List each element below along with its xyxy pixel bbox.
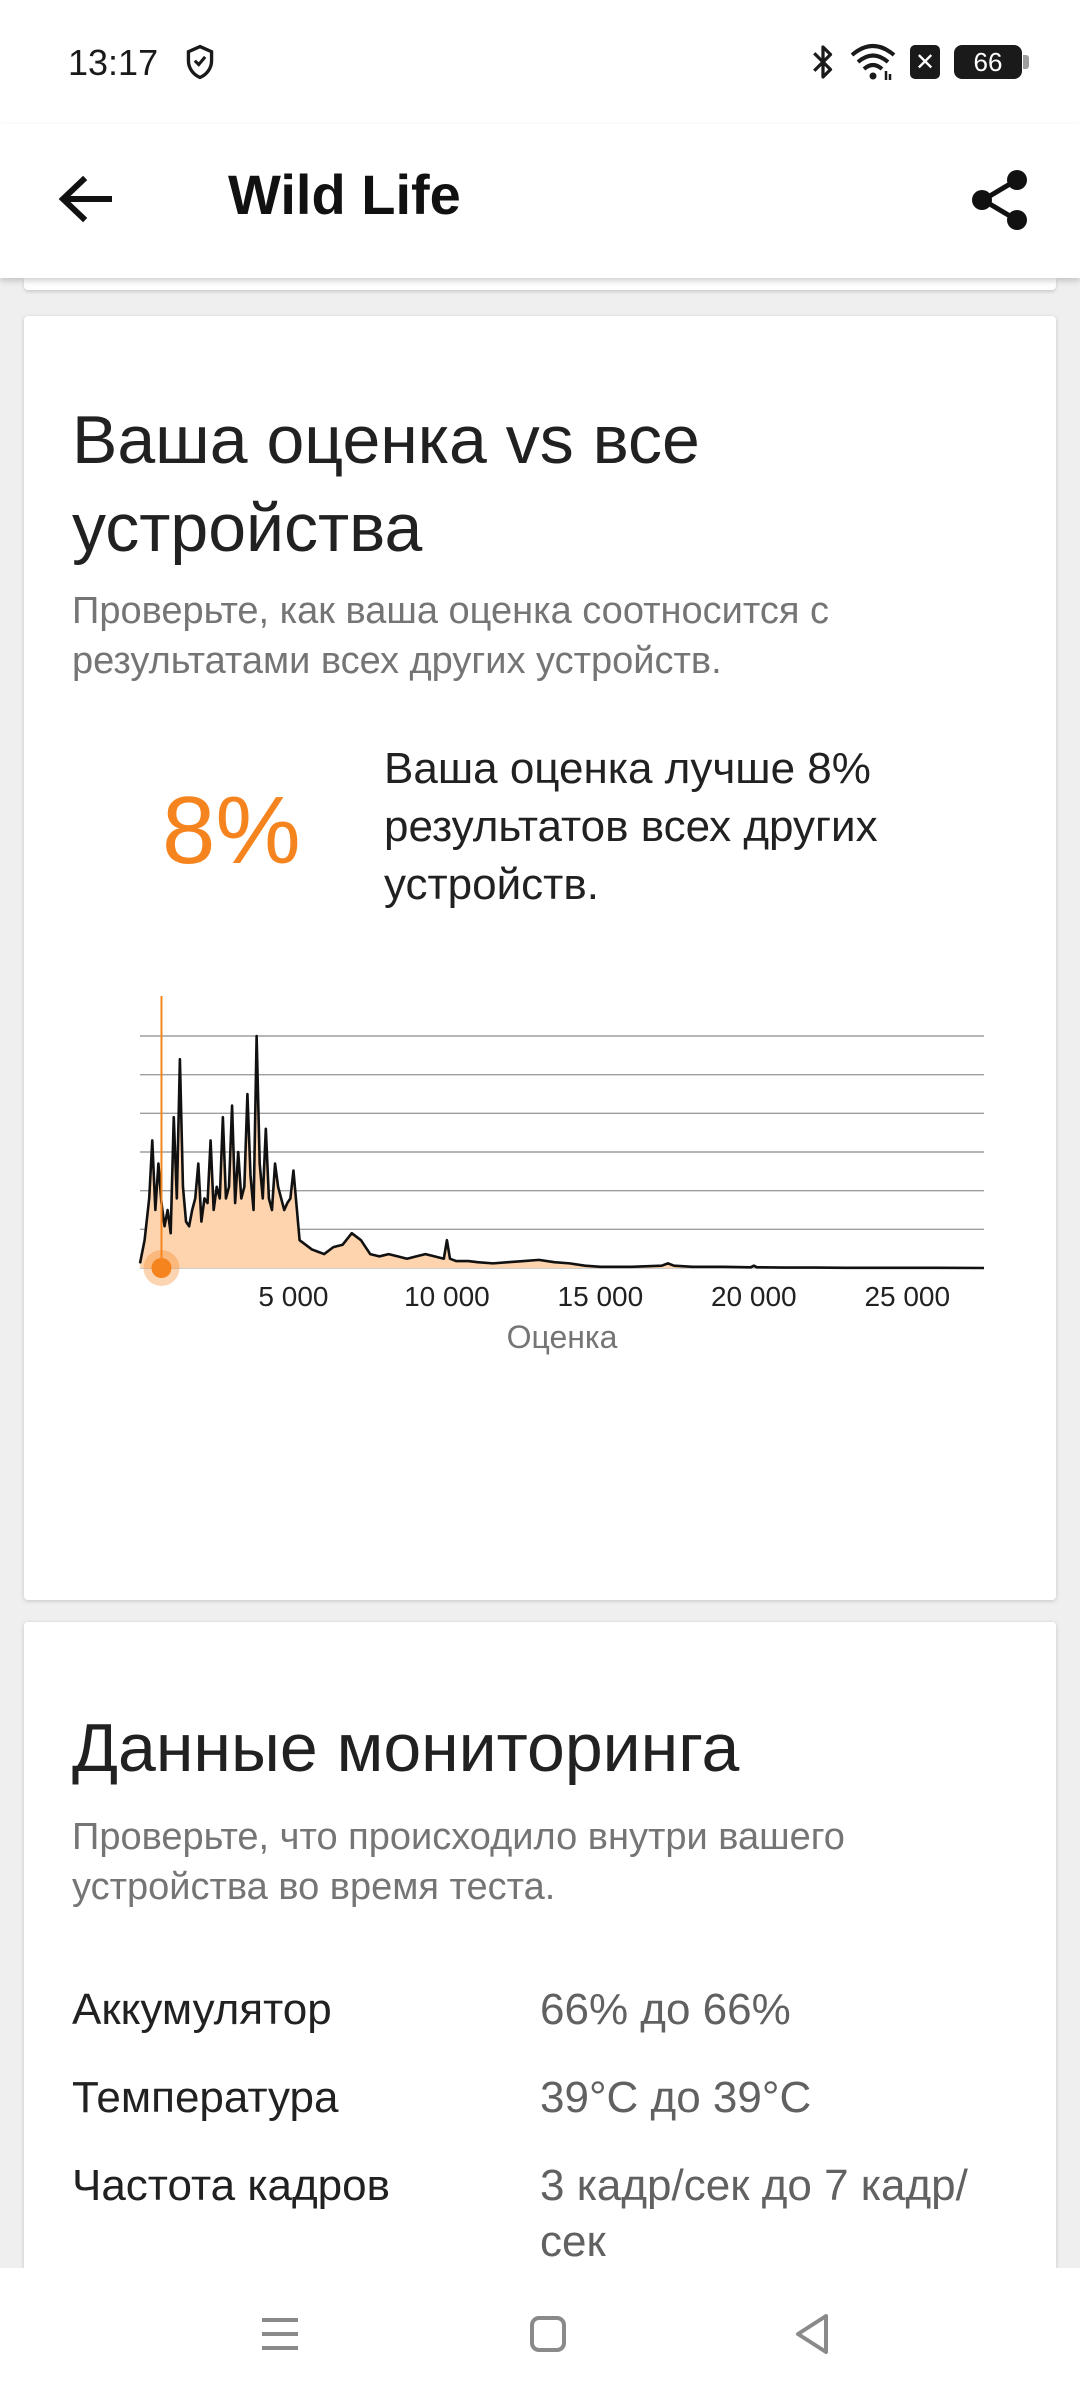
system-nav-bar — [0, 2268, 1080, 2400]
page-title: Wild Life — [228, 163, 461, 226]
percentile-value: 8% — [162, 777, 301, 884]
share-button[interactable] — [964, 164, 1036, 236]
score-distribution-chart: 5 000 10 000 15 000 20 000 25 000 Оценка — [138, 996, 985, 1355]
chart-line-series — [138, 1034, 985, 1270]
menu-icon — [262, 2318, 298, 2350]
battery-level: 66 — [973, 46, 1003, 77]
battery-icon: 66 — [954, 45, 1029, 79]
monitoring-subtitle: Проверьте, что происходило внутри вашего… — [72, 1816, 845, 1908]
percentile-description: Ваша оценка лучше 8% результатов всех др… — [384, 744, 878, 909]
monitoring-title: Данные мониторинга — [72, 1710, 740, 1786]
chart-x-tick-label: 25 000 — [864, 1281, 950, 1312]
comparison-title: Ваша оценка vs все устройства — [72, 402, 700, 566]
arrow-left-icon — [58, 175, 112, 223]
monitoring-label: Частота кадров — [72, 2161, 390, 2210]
chart-x-tick-label: 20 000 — [711, 1281, 797, 1312]
comparison-subtitle: Проверьте, как ваша оценка соотносится с… — [72, 590, 829, 682]
status-icons: ✕ 66 — [810, 40, 1029, 84]
chart-area-series — [140, 1036, 984, 1268]
monitoring-value: 3 кадр/сек до 7 кадр/сек — [540, 2161, 968, 2266]
monitoring-label: Аккумулятор — [72, 1985, 332, 2034]
wifi-icon — [850, 44, 896, 80]
chart-x-tick-label: 15 000 — [558, 1281, 644, 1312]
nav-home-button[interactable] — [518, 2306, 578, 2362]
status-time: 13:17 — [68, 42, 159, 83]
app-bar: Wild Life — [0, 124, 1080, 278]
nav-back-button[interactable] — [782, 2306, 842, 2362]
chart-x-tick-label: 5 000 — [258, 1281, 328, 1312]
status-bar: 13:17 ✕ 66 — [0, 0, 1080, 124]
chart-x-axis-label: Оценка — [507, 1319, 618, 1355]
score-comparison-card: Ваша оценка vs все устройства Проверьте,… — [24, 316, 1056, 1600]
home-icon — [530, 2316, 566, 2352]
chart-x-tick-label: 10 000 — [404, 1281, 490, 1312]
back-button[interactable] — [50, 164, 120, 234]
your-score-marker — [151, 1258, 172, 1278]
back-triangle-icon — [796, 2314, 828, 2354]
bluetooth-icon — [813, 45, 833, 79]
monitoring-value: 66% до 66% — [540, 1985, 791, 2034]
share-icon — [972, 170, 1027, 230]
previous-card-edge — [24, 278, 1056, 290]
shield-icon — [186, 44, 214, 80]
monitoring-value: 39°C до 39°C — [540, 2073, 812, 2122]
notification-x-icon: ✕ — [910, 45, 940, 79]
monitoring-label: Температура — [72, 2073, 339, 2122]
nav-menu-button[interactable] — [250, 2306, 310, 2362]
